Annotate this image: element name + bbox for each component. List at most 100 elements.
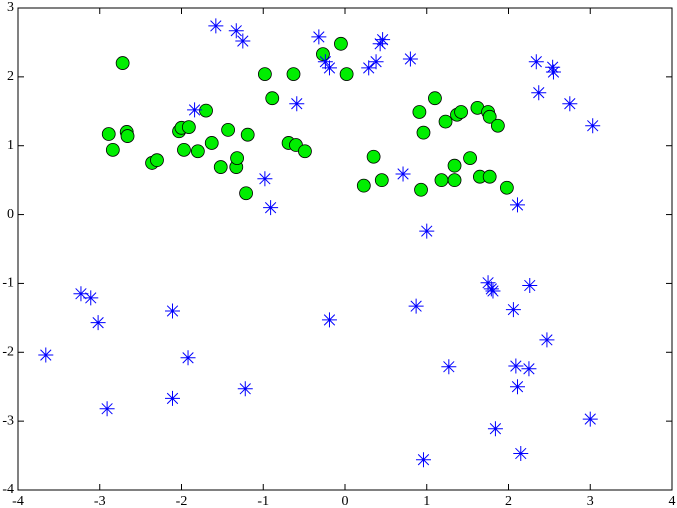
point	[415, 452, 431, 468]
x-tick-label: 3	[587, 494, 594, 508]
point	[120, 129, 135, 143]
x-tick-label: -1	[257, 494, 269, 508]
x-tick-label: 1	[423, 494, 430, 508]
point	[585, 118, 601, 134]
point	[263, 200, 279, 216]
point	[416, 125, 431, 140]
point	[199, 103, 213, 118]
point	[482, 169, 497, 184]
point	[235, 33, 251, 49]
point	[499, 180, 514, 195]
point	[428, 91, 442, 106]
point	[213, 160, 228, 174]
point	[545, 64, 561, 80]
point	[177, 142, 191, 157]
point	[257, 67, 272, 82]
point	[334, 36, 348, 51]
point	[539, 332, 555, 348]
point	[265, 91, 280, 106]
y-tick-label: -4	[2, 482, 14, 497]
point	[480, 275, 496, 291]
point	[321, 60, 337, 76]
point	[395, 166, 411, 182]
point	[487, 421, 503, 437]
point	[482, 109, 497, 124]
point	[115, 56, 130, 70]
point	[208, 18, 224, 34]
point	[180, 350, 196, 366]
point	[463, 151, 477, 166]
point	[73, 286, 89, 302]
point	[454, 105, 468, 119]
point	[375, 32, 391, 48]
point	[522, 277, 538, 293]
point	[38, 347, 54, 363]
point	[412, 105, 427, 119]
point	[434, 173, 449, 188]
x-tick-label: -4	[12, 494, 24, 508]
point	[101, 127, 116, 141]
x-tick-label: 4	[669, 494, 676, 508]
point	[531, 85, 547, 101]
point	[447, 173, 462, 188]
x-tick-label: -2	[176, 494, 188, 508]
point	[298, 144, 312, 159]
x-tick-label: -3	[94, 494, 106, 508]
point	[366, 149, 381, 164]
point	[257, 171, 273, 187]
point	[374, 173, 389, 188]
point	[339, 67, 354, 82]
point	[509, 197, 525, 213]
y-tick-label: 1	[7, 138, 14, 153]
point	[361, 60, 377, 76]
point	[187, 102, 203, 118]
point	[311, 29, 327, 45]
point	[289, 96, 305, 112]
point	[150, 153, 164, 168]
point	[228, 23, 244, 39]
y-tick-label: -3	[2, 413, 14, 428]
point	[321, 312, 337, 328]
point	[582, 411, 598, 427]
y-tick-label: 3	[7, 0, 14, 15]
point	[99, 401, 115, 417]
point	[521, 361, 537, 377]
point	[441, 359, 457, 375]
point	[368, 54, 384, 70]
point	[490, 118, 505, 133]
point	[317, 54, 333, 70]
point	[447, 158, 462, 173]
point	[230, 151, 244, 166]
x-tick-label: 2	[505, 494, 512, 508]
y-tick-label: -2	[2, 345, 14, 360]
point	[408, 298, 424, 314]
point	[438, 114, 453, 129]
point	[372, 36, 388, 52]
point	[83, 290, 99, 306]
point	[528, 54, 544, 70]
point	[190, 144, 205, 159]
point	[509, 379, 525, 395]
point	[286, 67, 301, 82]
point	[221, 122, 235, 137]
x-tick-label: 0	[342, 494, 349, 508]
point	[356, 178, 371, 193]
point	[485, 283, 501, 299]
point	[402, 51, 418, 67]
point	[90, 315, 106, 331]
point	[165, 303, 181, 319]
point	[165, 390, 181, 406]
y-tick-label: 0	[7, 207, 14, 222]
point	[414, 182, 428, 197]
point	[204, 136, 219, 150]
point	[181, 120, 196, 135]
point	[513, 446, 529, 462]
point	[240, 127, 255, 142]
point	[545, 59, 561, 75]
point	[508, 358, 524, 374]
y-tick-label: -1	[2, 276, 14, 291]
point	[562, 96, 578, 112]
point	[105, 142, 120, 157]
